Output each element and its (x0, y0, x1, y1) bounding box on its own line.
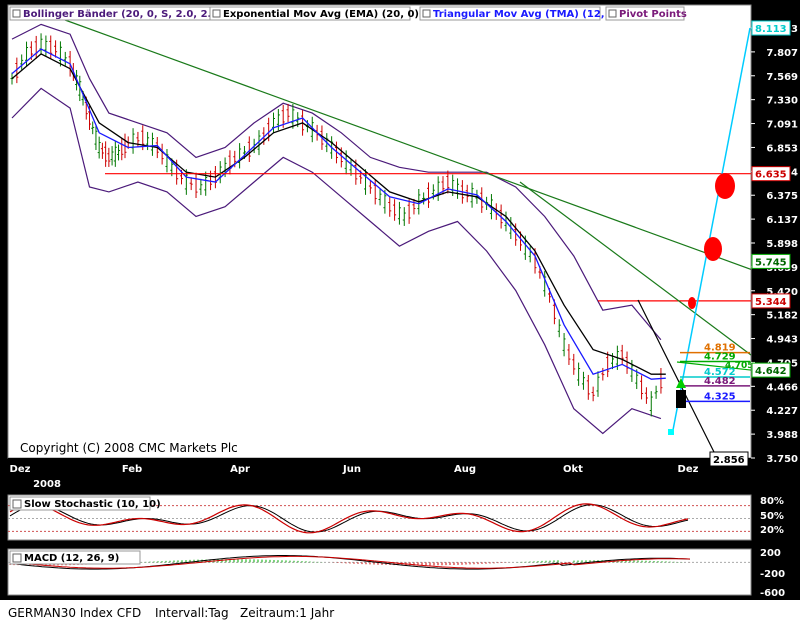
legend-item: Exponential Mov Avg (EMA) (20, 0) (209, 6, 419, 21)
x-tick-label: Apr (230, 464, 250, 475)
instrument-name: GERMAN30 Index CFD (8, 606, 142, 620)
stochastic-tick-label: 20% (760, 525, 784, 536)
target-low-label: 2.856 (709, 451, 749, 467)
y-tick-label: 4.943 (766, 335, 798, 346)
svg-text:8.113: 8.113 (755, 24, 787, 35)
legend-label: Triangular Mov Avg (TMA) (12, 0) (433, 9, 620, 20)
trend-line-green (64, 19, 751, 270)
stochastic-title: Slow Stochastic (10, 10) (24, 499, 161, 510)
svg-text:5.344: 5.344 (755, 297, 787, 308)
y-tick-label: 7.091 (766, 120, 798, 131)
stochastic-slow-line (9, 504, 689, 533)
pivot-level-label: 4.325 (704, 391, 736, 402)
y-tick-label: 7.330 (766, 96, 798, 107)
ema-line (11, 53, 666, 375)
y-tick-label: 5.898 (766, 239, 798, 250)
pivot-level-label: 4.482 (704, 376, 736, 387)
y-tick-label: 4.466 (766, 382, 798, 393)
bollinger-upper-line (11, 23, 662, 341)
svg-text:6.635: 6.635 (755, 170, 787, 181)
x-tick-label: Aug (454, 464, 476, 475)
signal-marker (676, 390, 686, 408)
x-tick-label: Feb (122, 464, 142, 475)
pivot-line (676, 361, 751, 371)
macd-tick-label: -200 (760, 569, 785, 580)
macd-tick-label: 200 (760, 548, 781, 559)
svg-text:4.642: 4.642 (755, 366, 787, 377)
target-marker (704, 237, 722, 261)
status-bar: GERMAN30 Index CFD Intervall:Tag Zeitrau… (0, 600, 800, 625)
y-tick-label: 5.420 (766, 287, 798, 298)
y-tick-label: 6.137 (766, 215, 798, 226)
level-price-label: 5.344 (751, 293, 791, 309)
x-tick-label: Okt (563, 464, 583, 475)
level-price-label: 5.745 (751, 253, 791, 269)
projection-start-marker (668, 429, 674, 435)
pivot-level-label: 4.572 (704, 367, 736, 378)
hidden-level-label: 4.705 (725, 361, 753, 371)
period-label: Zeitraum:1 Jahr (240, 606, 335, 620)
copyright: Copyright (C) 2008 CMC Markets Plc (20, 441, 238, 455)
y-tick-label: 4.227 (766, 406, 798, 417)
tma-line (11, 48, 666, 380)
level-price-label: 8.113 (751, 20, 791, 36)
y-tick-label: 6.853 (766, 143, 798, 154)
y-tick-label: 6.375 (766, 191, 798, 202)
svg-text:5.745: 5.745 (755, 257, 787, 268)
trend-line-black (637, 299, 718, 458)
level-price-label: 6.635 (751, 166, 791, 182)
x-year-label: 2008 (33, 479, 61, 490)
target-marker (688, 297, 696, 309)
close-icon (422, 9, 431, 18)
macd-title: MACD (12, 26, 9) (24, 553, 119, 564)
macd-title-box: MACD (12, 26, 9) (9, 550, 141, 565)
y-tick-label: 3.988 (766, 430, 798, 441)
y-tick-label: 7.807 (766, 48, 798, 59)
level-price-label: 4.642 (751, 362, 791, 378)
legend-item: Triangular Mov Avg (TMA) (12, 0) (419, 6, 620, 21)
y-tick-label: 3.750 (766, 454, 798, 465)
arrow-up-icon (676, 378, 686, 388)
close-icon (12, 9, 21, 18)
close-icon (608, 9, 617, 18)
y-tick-label: 7.569 (766, 72, 798, 83)
stochastic-title-box: Slow Stochastic (10, 10) (9, 496, 161, 511)
y-tick-label: 5.182 (766, 311, 798, 322)
x-tick-label: Jun (342, 464, 361, 475)
macd-tick-label: -600 (760, 588, 785, 599)
stochastic-tick-label: 50% (760, 511, 784, 522)
bollinger-lower-line (11, 87, 662, 435)
legend-label: Pivot Points (619, 9, 687, 20)
close-icon (212, 9, 221, 18)
pivot-level-label: 4.819 (704, 343, 736, 354)
legend-item: Bollinger Bänder (20, 0, S, 2.0, 2.0) (9, 6, 223, 21)
close-icon (12, 499, 22, 509)
legend-item: Pivot Points (605, 6, 687, 21)
trend-line-green (519, 181, 751, 356)
macd-signal-line (9, 555, 691, 569)
pivot-level-label: 4.729 (704, 352, 736, 363)
x-tick-label: Dez (10, 464, 31, 475)
target-marker (715, 173, 735, 199)
stochastic-tick-label: 80% (760, 496, 784, 507)
date-axis (8, 458, 751, 490)
main-panel (7, 4, 752, 459)
x-tick-label: Dez (678, 464, 699, 475)
interval-label: Intervall:Tag (155, 606, 229, 620)
close-icon (12, 553, 22, 563)
legend-label: Exponential Mov Avg (EMA) (20, 0) (223, 9, 419, 20)
svg-text:2.856: 2.856 (713, 455, 745, 466)
legend-label: Bollinger Bänder (20, 0, S, 2.0, 2.0) (23, 9, 223, 20)
stochastic-fast-line (9, 503, 689, 534)
